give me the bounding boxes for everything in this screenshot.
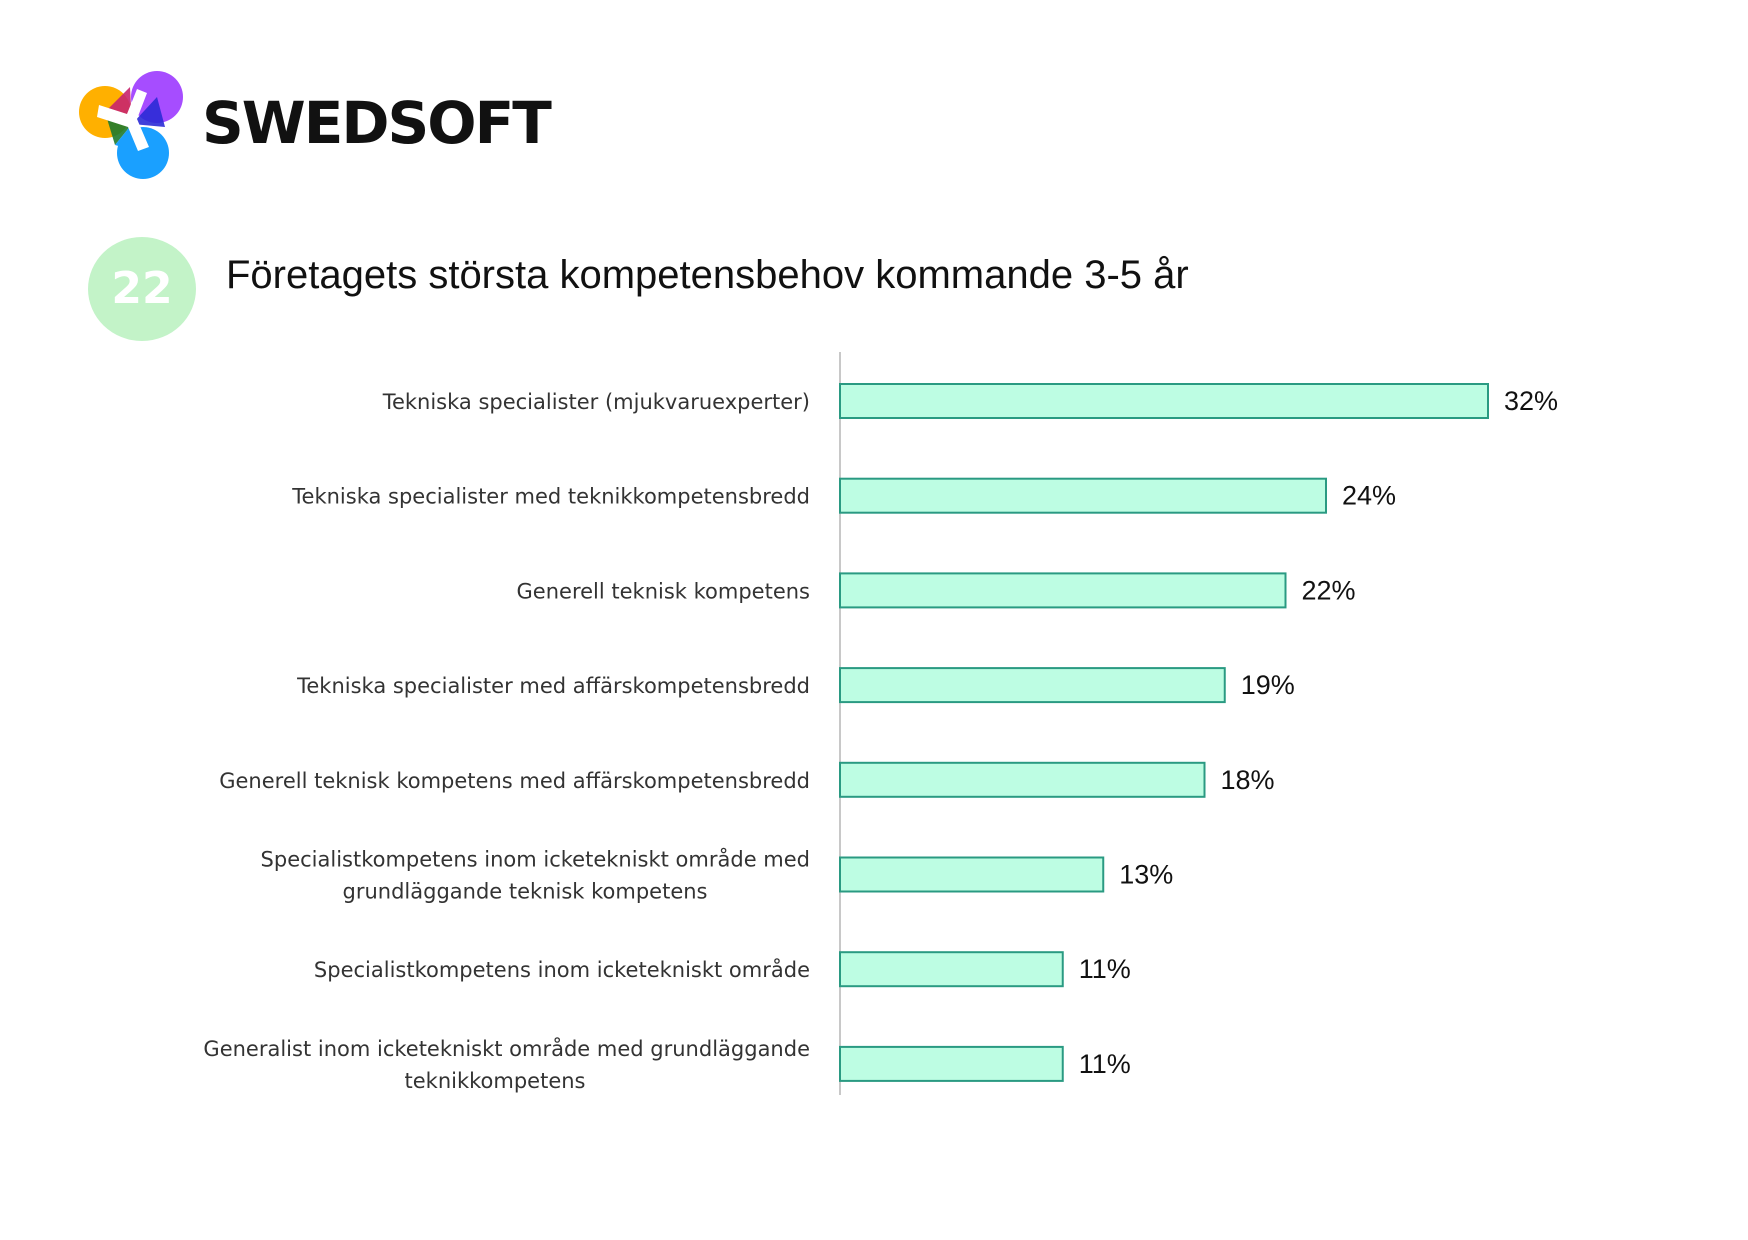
- chart-title: Företagets största kompetensbehov komman…: [226, 253, 1189, 297]
- category-label: grundläggande teknisk kompetens: [343, 880, 708, 904]
- category-label: Generell teknisk kompetens med affärskom…: [219, 769, 810, 793]
- bar: [839, 667, 1226, 704]
- bar-value-label: 13%: [1119, 860, 1173, 890]
- bar-value-label: 11%: [1079, 1049, 1131, 1079]
- bar-value-label: 18%: [1221, 765, 1275, 795]
- bar: [839, 1045, 1064, 1082]
- category-label: Specialistkompetens inom icketekniskt om…: [314, 957, 810, 982]
- bar-value-label: 11%: [1079, 954, 1131, 984]
- bar-value-label: 22%: [1302, 575, 1356, 605]
- category-label: Tekniska specialister med teknikkompeten…: [291, 485, 810, 509]
- bar: [839, 477, 1327, 514]
- category-label: teknikkompetens: [405, 1069, 586, 1093]
- slide-number-badge: 22: [88, 237, 196, 341]
- bar-value-label: 24%: [1342, 481, 1396, 511]
- swedsoft-logo-icon: [79, 71, 183, 179]
- brand-name: SWEDSOFT: [202, 89, 552, 157]
- bar-value-label: 32%: [1504, 386, 1558, 416]
- category-label: Tekniska specialister med affärskompeten…: [296, 674, 810, 698]
- bar: [839, 856, 1105, 893]
- bar: [839, 761, 1206, 798]
- bar-value-label: 19%: [1241, 670, 1295, 700]
- bar: [839, 572, 1287, 609]
- category-label: Specialistkompetens inom icketekniskt om…: [261, 847, 810, 872]
- bar: [839, 951, 1064, 988]
- category-label: Generell teknisk kompetens: [517, 579, 810, 603]
- category-label: Generalist inom icketekniskt område med …: [203, 1036, 810, 1061]
- bar: [839, 383, 1489, 419]
- category-label: Tekniska specialister (mjukvaruexperter): [382, 390, 810, 414]
